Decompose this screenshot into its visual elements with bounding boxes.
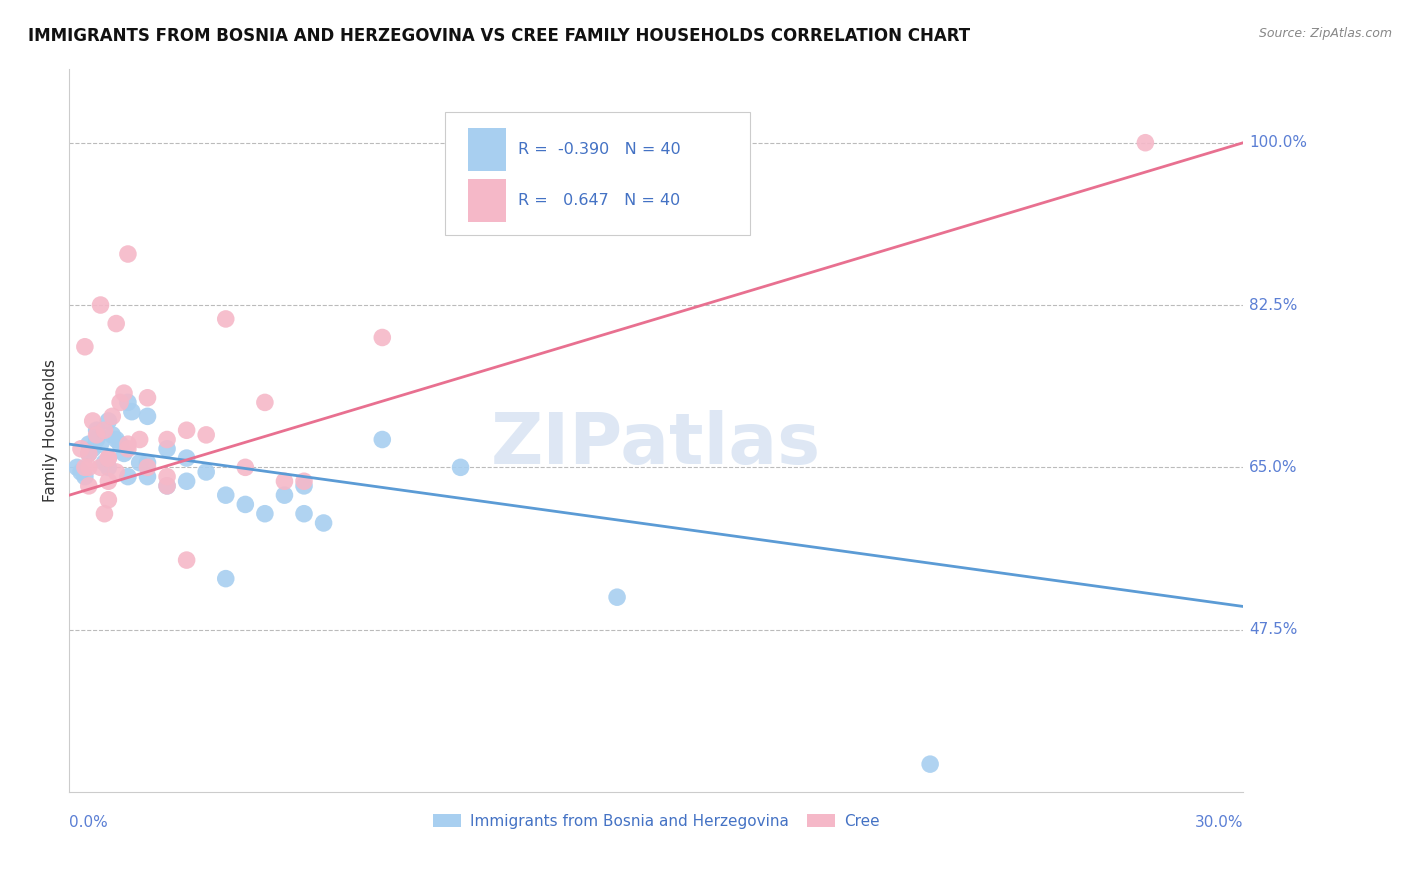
Text: 100.0%: 100.0% [1249, 136, 1308, 150]
Text: ZIPatlas: ZIPatlas [491, 410, 821, 479]
Point [97, 451, 120, 466]
Point [86, 428, 108, 442]
Point [176, 475, 198, 489]
Point [273, 475, 295, 489]
Point [156, 433, 179, 447]
Text: 47.5%: 47.5% [1249, 622, 1298, 637]
Point [105, 465, 128, 479]
Point [66, 460, 89, 475]
Point [97, 460, 120, 475]
Point [93, 456, 115, 470]
Y-axis label: Family Households: Family Households [44, 359, 58, 501]
FancyBboxPatch shape [468, 128, 506, 171]
Point [90, 437, 112, 451]
Point [273, 488, 295, 502]
Point [176, 451, 198, 466]
Point [117, 437, 139, 451]
Text: IMMIGRANTS FROM BOSNIA AND HERZEGOVINA VS CREE FAMILY HOUSEHOLDS CORRELATION CHA: IMMIGRANTS FROM BOSNIA AND HERZEGOVINA V… [28, 27, 970, 45]
Text: 30.0%: 30.0% [1195, 815, 1243, 830]
Point [156, 479, 179, 493]
Point [606, 590, 628, 604]
Point [86, 423, 108, 437]
Text: 65.0%: 65.0% [1249, 460, 1298, 475]
Point [112, 446, 135, 460]
Point [70, 465, 93, 479]
Point [73, 460, 96, 475]
Text: R =   0.647   N = 40: R = 0.647 N = 40 [517, 193, 681, 208]
Point [73, 469, 96, 483]
Point [117, 247, 139, 261]
Point [97, 414, 120, 428]
Point [82, 414, 104, 428]
Text: 0.0%: 0.0% [69, 815, 108, 830]
Point [90, 460, 112, 475]
Point [195, 428, 218, 442]
Point [156, 442, 179, 456]
Point [77, 479, 100, 493]
Text: Source: ZipAtlas.com: Source: ZipAtlas.com [1258, 27, 1392, 40]
Point [136, 460, 159, 475]
Point [253, 507, 276, 521]
Point [292, 507, 315, 521]
Legend: Immigrants from Bosnia and Herzegovina, Cree: Immigrants from Bosnia and Herzegovina, … [427, 807, 886, 835]
Point [215, 572, 238, 586]
Point [105, 433, 128, 447]
Point [97, 451, 120, 466]
Point [128, 433, 150, 447]
Point [371, 433, 394, 447]
Point [97, 492, 120, 507]
Point [93, 507, 115, 521]
Point [77, 460, 100, 475]
FancyBboxPatch shape [468, 179, 506, 222]
Point [176, 423, 198, 437]
Point [292, 479, 315, 493]
Point [108, 437, 131, 451]
Point [121, 405, 143, 419]
Point [97, 475, 120, 489]
Point [77, 446, 100, 460]
Point [82, 442, 104, 456]
Point [77, 446, 100, 460]
Point [70, 442, 93, 456]
Point [215, 312, 238, 326]
Point [101, 409, 124, 424]
Point [195, 465, 218, 479]
Point [136, 409, 159, 424]
Point [90, 298, 112, 312]
Point [156, 469, 179, 483]
Point [920, 757, 942, 772]
Point [1135, 136, 1157, 150]
Point [233, 498, 256, 512]
Point [93, 423, 115, 437]
Point [117, 469, 139, 483]
Point [112, 386, 135, 401]
Point [233, 460, 256, 475]
Point [73, 340, 96, 354]
Point [176, 553, 198, 567]
Point [136, 391, 159, 405]
Point [136, 456, 159, 470]
Point [156, 479, 179, 493]
Point [136, 469, 159, 483]
Point [77, 437, 100, 451]
Point [86, 433, 108, 447]
Point [371, 330, 394, 344]
Point [117, 442, 139, 456]
Point [450, 460, 472, 475]
Text: R =  -0.390   N = 40: R = -0.390 N = 40 [517, 142, 681, 157]
FancyBboxPatch shape [444, 112, 751, 235]
Point [215, 488, 238, 502]
Point [128, 456, 150, 470]
Point [101, 428, 124, 442]
Point [292, 475, 315, 489]
Text: 82.5%: 82.5% [1249, 298, 1298, 312]
Point [253, 395, 276, 409]
Point [105, 317, 128, 331]
Point [312, 516, 335, 530]
Point [108, 395, 131, 409]
Point [117, 395, 139, 409]
